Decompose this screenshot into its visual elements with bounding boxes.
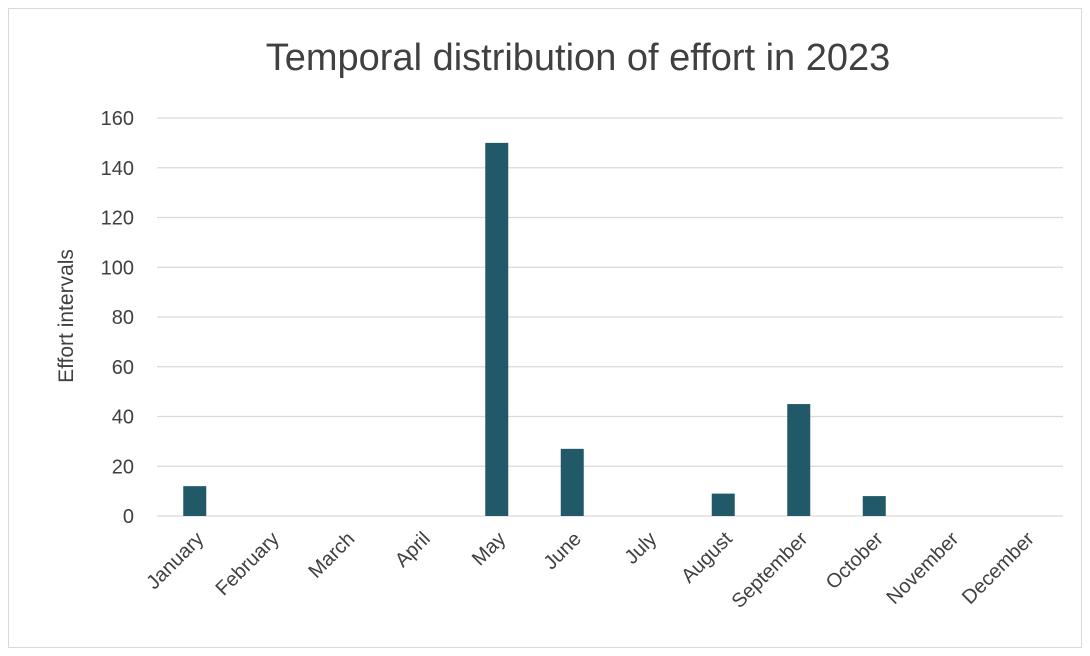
bar-october <box>862 496 886 516</box>
y-tick-label: 120 <box>101 208 134 230</box>
y-tick-labels: 0 20 40 60 80 100 120 140 160 <box>101 108 134 528</box>
gridlines <box>157 117 1063 517</box>
x-tick-label-october: October <box>822 528 888 594</box>
x-tick-label-september: September <box>728 528 813 613</box>
y-tick-label: 80 <box>112 307 134 329</box>
y-tick-label: 140 <box>101 158 134 180</box>
x-tick-label-february: February <box>212 528 284 600</box>
y-tick-label: 100 <box>101 257 134 279</box>
x-tick-label-may: May <box>468 528 510 570</box>
bar-august <box>711 493 735 516</box>
y-tick-label: 0 <box>123 506 134 528</box>
chart-container <box>8 8 1082 648</box>
y-axis-label: Effort intervals <box>55 249 78 383</box>
y-tick-label: 20 <box>112 456 134 478</box>
y-tick-label: 60 <box>112 357 134 379</box>
x-tick-label-april: April <box>391 528 435 572</box>
y-tick-label: 40 <box>112 407 134 429</box>
bar-june <box>560 448 584 516</box>
x-tick-label-march: March <box>304 528 359 583</box>
x-tick-label-november: November <box>882 528 963 609</box>
bar-may <box>485 142 509 516</box>
x-tick-label-august: August <box>677 528 737 588</box>
x-tick-labels: January February March April May June July Augu… <box>142 528 1039 613</box>
x-tick-label-june: June <box>540 528 586 574</box>
bar-september <box>787 404 811 516</box>
y-tick-label: 160 <box>101 108 134 130</box>
bar-january <box>183 486 207 516</box>
x-tick-label-december: December <box>958 528 1039 609</box>
x-tick-label-july: July <box>621 528 662 569</box>
bars <box>183 142 886 516</box>
chart-title: Temporal distribution of effort in 2023 <box>266 37 891 79</box>
x-tick-label-january: January <box>142 528 208 594</box>
